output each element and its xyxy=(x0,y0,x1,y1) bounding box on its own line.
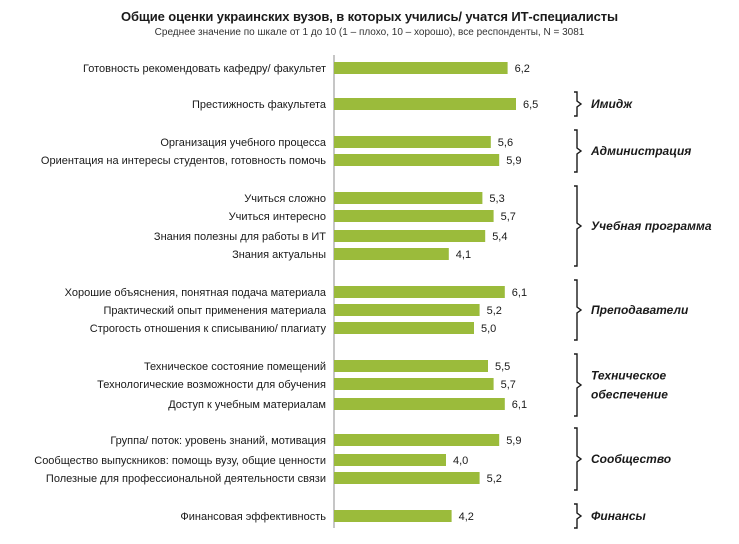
value-label: 4,2 xyxy=(459,511,474,523)
bar xyxy=(334,434,500,446)
chart-title: Общие оценки украинских вузов, в которых… xyxy=(120,9,619,24)
group-label: Финансы xyxy=(591,509,647,523)
bar xyxy=(334,154,500,166)
value-label: 5,6 xyxy=(498,137,513,149)
value-label: 5,5 xyxy=(495,361,510,373)
category-label: Организация учебного процесса xyxy=(160,137,327,149)
value-label: 6,2 xyxy=(515,63,530,75)
category-label: Группа/ поток: уровень знаний, мотивация xyxy=(110,435,326,447)
category-label: Полезные для профессиональной деятельнос… xyxy=(46,473,326,485)
group-bracket xyxy=(574,427,583,491)
category-label: Техническое состояние помещений xyxy=(144,361,326,373)
chart-subtitle: Среднее значение по шкале от 1 до 10 (1 … xyxy=(154,27,585,38)
bar xyxy=(334,210,494,222)
value-label: 4,1 xyxy=(456,249,471,261)
group-label: Имидж xyxy=(591,97,633,111)
group-label: Преподаватели xyxy=(591,303,689,317)
bar xyxy=(334,360,488,372)
bar xyxy=(334,322,474,334)
value-label: 6,5 xyxy=(523,99,538,111)
category-label: Доступ к учебным материалам xyxy=(168,399,326,411)
value-label: 5,4 xyxy=(492,231,507,243)
value-label: 5,2 xyxy=(487,305,502,317)
category-label: Строгость отношения к списыванию/ плагиа… xyxy=(90,323,327,335)
group-label: Сообщество xyxy=(591,452,671,466)
bar xyxy=(334,136,491,148)
bar xyxy=(334,286,505,298)
bar xyxy=(334,398,505,410)
category-label: Технологические возможности для обучения xyxy=(97,379,326,391)
value-label: 6,1 xyxy=(512,287,527,299)
category-label: Учиться интересно xyxy=(229,211,326,223)
group-bracket xyxy=(574,353,583,417)
group-bracket xyxy=(574,185,583,267)
bar xyxy=(334,192,483,204)
category-label: Знания актуальны xyxy=(232,249,326,261)
category-label: Финансовая эффективность xyxy=(180,511,326,523)
category-label: Практический опыт применения материала xyxy=(103,305,326,317)
bar xyxy=(334,378,494,390)
value-label: 4,0 xyxy=(453,455,468,467)
bar xyxy=(334,454,446,466)
bar xyxy=(334,304,480,316)
category-label: Учиться сложно xyxy=(244,193,326,205)
group-label: обеспечение xyxy=(591,388,668,402)
category-label: Престижность факультета xyxy=(192,99,327,111)
value-label: 5,9 xyxy=(506,435,521,447)
value-label: 5,7 xyxy=(501,211,516,223)
group-label: Техническое xyxy=(591,369,667,383)
group-bracket xyxy=(574,91,583,117)
bar xyxy=(334,510,452,522)
bar xyxy=(334,248,449,260)
value-label: 5,0 xyxy=(481,323,496,335)
bar xyxy=(334,230,486,242)
group-label: Администрация xyxy=(590,144,691,158)
value-label: 5,7 xyxy=(501,379,516,391)
category-label: Знания полезны для работы в ИТ xyxy=(154,231,326,243)
category-label: Готовность рекомендовать кафедру/ факуль… xyxy=(83,63,326,75)
category-label: Ориентация на интересы студентов, готовн… xyxy=(41,155,326,167)
category-label: Хорошие объяснения, понятная подача мате… xyxy=(65,287,327,299)
bar xyxy=(334,98,516,110)
group-label: Учебная программа xyxy=(591,219,712,233)
value-label: 5,9 xyxy=(506,155,521,167)
value-label: 5,3 xyxy=(489,193,504,205)
value-label: 5,2 xyxy=(487,473,502,485)
bar xyxy=(334,472,480,484)
category-label: Сообщество выпускников: помощь вузу, общ… xyxy=(34,455,326,467)
value-label: 6,1 xyxy=(512,399,527,411)
group-bracket xyxy=(574,129,583,173)
group-bracket xyxy=(574,279,583,341)
group-bracket xyxy=(574,503,583,529)
bar xyxy=(334,62,508,74)
